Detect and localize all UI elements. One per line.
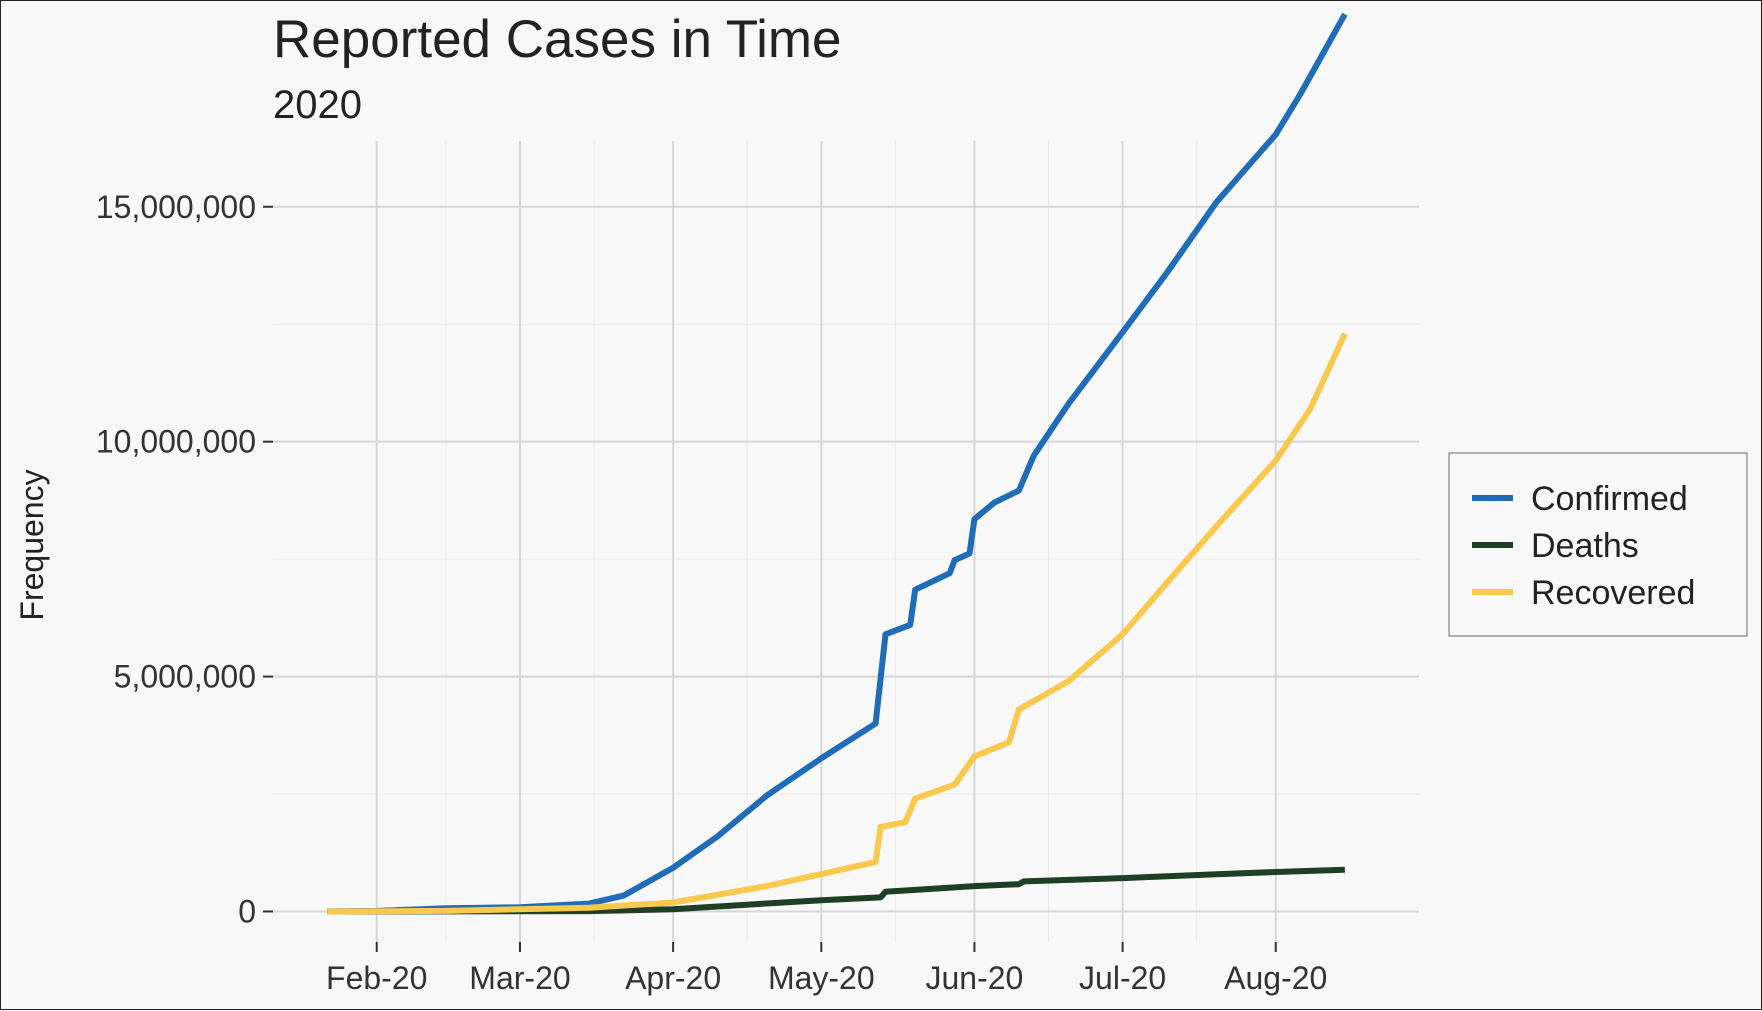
- legend-label-confirmed: Confirmed: [1531, 480, 1688, 518]
- series-line-confirmed: [327, 14, 1345, 911]
- y-axis-label: Frequency: [14, 469, 50, 620]
- x-tick-label: Jun-20: [926, 960, 1024, 996]
- legend: Confirmed Deaths Recovered: [1449, 453, 1747, 636]
- chart-subtitle: 2020: [273, 83, 362, 127]
- x-tick-label: May-20: [768, 960, 875, 996]
- chart-title: Reported Cases in Time: [273, 10, 842, 69]
- x-tick-label: Feb-20: [326, 960, 427, 996]
- series-lines: [327, 14, 1345, 911]
- y-tick-label: 10,000,000: [96, 424, 256, 460]
- legend-label-recovered: Recovered: [1531, 574, 1695, 612]
- grid: [273, 141, 1419, 942]
- y-tick-label: 5,000,000: [114, 659, 256, 695]
- series-line-recovered: [327, 334, 1345, 912]
- y-tick-label: 15,000,000: [96, 189, 256, 225]
- x-tick-label: Aug-20: [1224, 960, 1327, 996]
- y-tick-label: 0: [238, 893, 256, 929]
- x-tick-label: Mar-20: [469, 960, 570, 996]
- x-tick-label: Jul-20: [1079, 960, 1166, 996]
- legend-label-deaths: Deaths: [1531, 527, 1639, 565]
- x-tick-label: Apr-20: [625, 960, 721, 996]
